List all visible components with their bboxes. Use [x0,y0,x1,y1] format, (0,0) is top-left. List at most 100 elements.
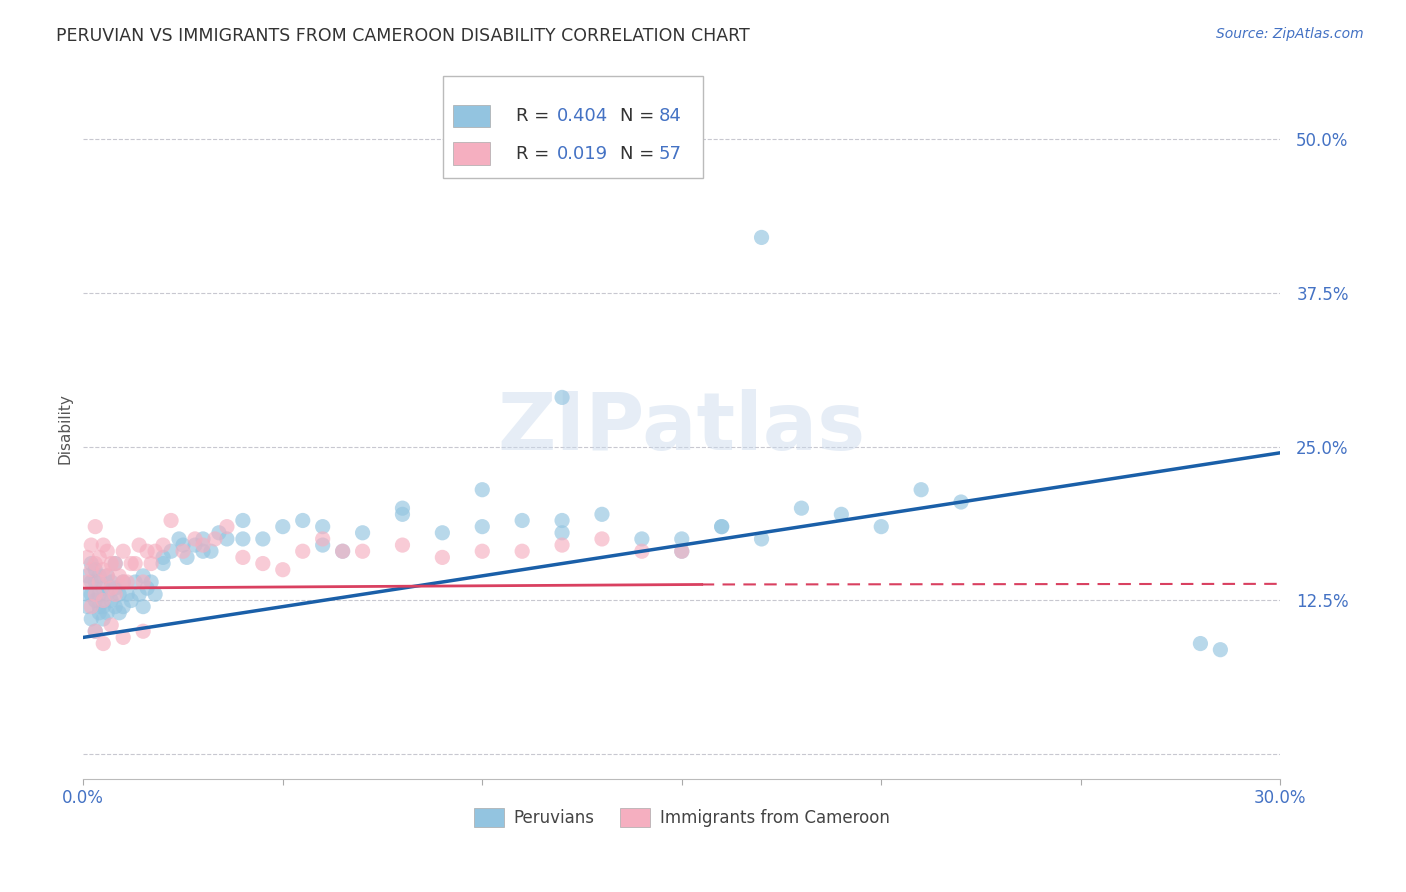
Text: 57: 57 [659,145,682,162]
Point [184,538,207,552]
Point [100,574,122,589]
Point [551,513,574,527]
Text: PERUVIAN VS IMMIGRANTS FROM CAMEROON DISABILITY CORRELATION CHART: PERUVIAN VS IMMIGRANTS FROM CAMEROON DIS… [56,27,749,45]
Point [391,508,413,522]
Point [591,532,613,546]
Point [84,519,107,533]
Point [139,574,162,589]
Point [291,544,314,558]
Point [132,624,155,639]
Text: 0.404: 0.404 [557,107,609,125]
Bar [453,143,491,165]
Point [84,587,107,601]
Point [204,532,226,546]
Point [96,569,118,583]
Point [128,538,150,552]
Point [710,519,733,533]
Point [76,574,98,589]
Text: R =: R = [516,107,555,125]
Point [790,501,813,516]
Point [80,563,103,577]
Point [631,532,654,546]
Point [80,538,103,552]
Point [80,599,103,614]
Text: N =: N = [620,107,659,125]
Point [80,574,103,589]
Point [108,606,131,620]
Point [112,574,135,589]
Point [89,574,111,589]
Legend: Peruvians, Immigrants from Cameroon: Peruvians, Immigrants from Cameroon [467,801,897,834]
Point [391,501,413,516]
Point [191,544,214,558]
Point [104,587,127,601]
Point [84,574,107,589]
Point [76,587,98,601]
Point [551,391,574,405]
Point [80,557,103,571]
Point [710,519,733,533]
Point [671,532,693,546]
Point [120,557,142,571]
Point [172,538,194,552]
Point [104,599,127,614]
Point [200,544,222,558]
Point [551,538,574,552]
Point [910,483,932,497]
Point [391,538,413,552]
Y-axis label: Disability: Disability [58,392,72,464]
Point [252,557,274,571]
Point [84,557,107,571]
Point [132,599,155,614]
Point [432,525,454,540]
Point [104,557,127,571]
Point [132,569,155,583]
Point [84,563,107,577]
Point [152,557,174,571]
Point [112,631,135,645]
Point [152,550,174,565]
Text: R =: R = [516,145,555,162]
Point [96,606,118,620]
FancyBboxPatch shape [443,76,703,178]
Point [671,544,693,558]
Point [91,612,114,626]
Point [167,532,190,546]
Point [80,612,103,626]
Point [215,519,238,533]
Point [89,606,111,620]
Point [128,587,150,601]
Point [1209,642,1232,657]
Point [91,599,114,614]
Point [751,532,773,546]
Point [100,593,122,607]
Point [84,624,107,639]
Bar [453,104,491,127]
Point [76,599,98,614]
Point [96,544,118,558]
Point [143,587,166,601]
Point [1189,636,1212,650]
Point [84,593,107,607]
Point [76,569,98,583]
Point [332,544,354,558]
Point [96,587,118,601]
Point [120,593,142,607]
Point [232,513,254,527]
Point [76,550,98,565]
Point [352,525,374,540]
Point [172,544,194,558]
Point [191,532,214,546]
Point [108,587,131,601]
Point [139,557,162,571]
Point [89,587,111,601]
Point [100,557,122,571]
Text: 0.019: 0.019 [557,145,609,162]
Point [432,550,454,565]
Point [232,532,254,546]
Point [89,599,111,614]
Point [751,230,773,244]
Point [124,557,146,571]
Point [471,544,494,558]
Point [115,574,138,589]
